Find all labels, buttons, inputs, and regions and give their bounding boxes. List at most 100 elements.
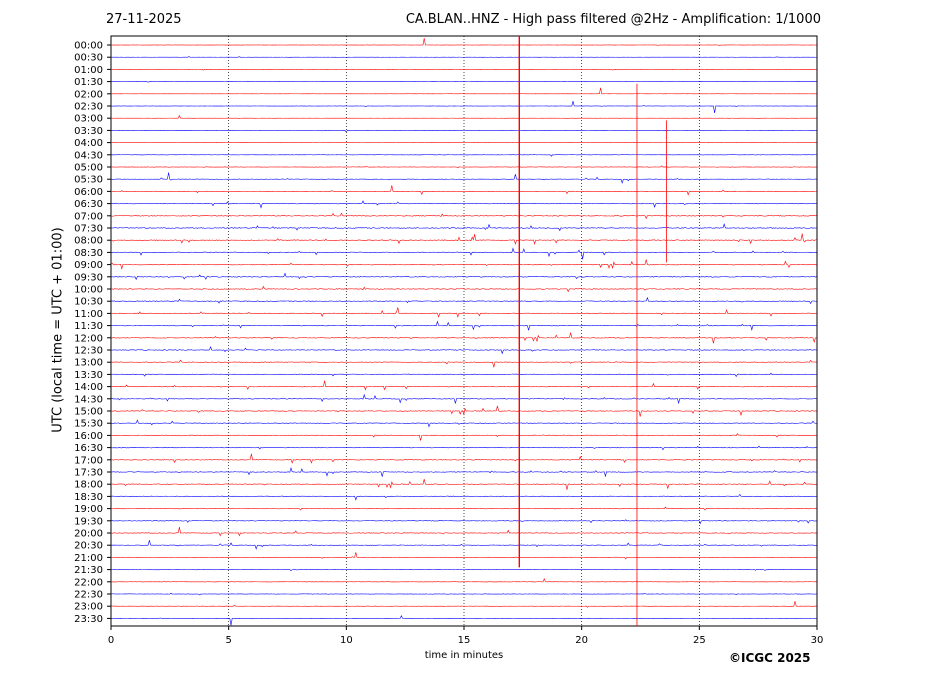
y-tick-label-0500: 05:00 — [74, 163, 103, 174]
trace-row-1330 — [110, 372, 817, 378]
y-tick-label-1030: 10:30 — [74, 297, 103, 308]
trace-row-0700 — [110, 212, 817, 220]
x-tick-label-25: 25 — [693, 635, 706, 646]
y-tick-label-1600: 16:00 — [74, 431, 103, 442]
y-tick-label-0700: 07:00 — [74, 211, 103, 222]
trace-row-1830 — [110, 493, 817, 501]
y-tick-label-2300: 23:00 — [74, 602, 103, 613]
trace-row-0500 — [110, 165, 817, 169]
x-tick-label-10: 10 — [340, 635, 353, 646]
trace-row-0230 — [110, 100, 817, 113]
trace-layer — [110, 38, 817, 626]
y-tick-label-2130: 21:30 — [74, 565, 103, 576]
trace-row-2130 — [110, 569, 817, 571]
y-tick-label-1100: 11:00 — [74, 309, 103, 320]
y-tick-label-1300: 13:00 — [74, 358, 103, 369]
y-tick-label-1800: 18:00 — [74, 480, 103, 491]
trace-row-0900 — [110, 259, 817, 271]
trace-row-0730 — [110, 223, 817, 232]
trace-row-1030 — [110, 296, 817, 305]
trace-row-1400 — [110, 380, 817, 391]
y-tick-label-0300: 03:00 — [74, 114, 103, 125]
trace-row-1100 — [110, 307, 817, 318]
trace-row-0800 — [110, 233, 817, 246]
trace-row-1930 — [110, 519, 817, 525]
y-tick-label-2000: 20:00 — [74, 529, 103, 540]
trace-row-0330 — [110, 130, 817, 133]
trace-row-1900 — [110, 506, 817, 511]
y-tick-label-0200: 02:00 — [74, 89, 103, 100]
y-tick-label-0800: 08:00 — [74, 236, 103, 247]
trace-row-1530 — [110, 419, 817, 428]
trace-row-1630 — [110, 445, 817, 451]
y-tick-label-0000: 00:00 — [74, 41, 103, 52]
y-tick-label-0030: 00:30 — [74, 53, 103, 64]
trace-row-0600 — [110, 185, 817, 196]
y-tick-label-1000: 10:00 — [74, 285, 103, 296]
trace-row-1230 — [110, 346, 817, 355]
x-axis-label: time in minutes — [424, 650, 504, 661]
y-tick-label-1930: 19:30 — [74, 516, 103, 527]
x-tick-label-0: 0 — [108, 635, 114, 646]
trace-row-1600 — [110, 433, 817, 441]
date-label: 27-11-2025 — [106, 12, 182, 27]
y-tick-label-1430: 14:30 — [74, 394, 103, 405]
trace-row-1130 — [110, 320, 817, 332]
y-tick-label-0430: 04:30 — [74, 150, 103, 161]
trace-row-0630 — [110, 200, 817, 209]
y-tick-label-1330: 13:30 — [74, 370, 103, 381]
y-tick-label-1630: 16:30 — [74, 443, 103, 454]
trace-row-2300 — [110, 601, 817, 608]
x-tick-label-15: 15 — [458, 635, 471, 646]
trace-row-0300 — [110, 114, 817, 120]
trace-row-0930 — [110, 272, 817, 281]
y-tick-label-1700: 17:00 — [74, 455, 103, 466]
trace-row-1700 — [110, 453, 817, 464]
trace-row-0100 — [110, 69, 817, 71]
y-tick-label-0900: 09:00 — [74, 260, 103, 271]
trace-row-2330 — [110, 615, 817, 626]
trace-row-2230 — [110, 592, 817, 596]
y-tick-label-1530: 15:30 — [74, 419, 103, 430]
y-tick-label-1730: 17:30 — [74, 468, 103, 479]
trace-row-2100 — [110, 552, 817, 560]
y-tick-label-1500: 15:00 — [74, 407, 103, 418]
y-tick-label-2100: 21:00 — [74, 553, 103, 564]
y-tick-label-0600: 06:00 — [74, 187, 103, 198]
trace-row-1800 — [110, 479, 817, 490]
x-tick-layer: 0 5 10 15 20 25 30 — [108, 626, 824, 646]
trace-row-1730 — [110, 466, 817, 478]
y-tick-label-1200: 12:00 — [74, 333, 103, 344]
y-tick-label-1400: 14:00 — [74, 382, 103, 393]
y-tick-label-2230: 22:30 — [74, 590, 103, 601]
y-tick-label-1830: 18:30 — [74, 492, 103, 503]
trace-row-0530 — [110, 172, 817, 184]
trace-row-1500 — [110, 405, 817, 417]
trace-row-1300 — [110, 359, 817, 368]
y-tick-label-2030: 20:30 — [74, 541, 103, 552]
trace-row-0430 — [110, 154, 817, 157]
spike-layer — [518, 36, 667, 626]
trace-row-2030 — [110, 540, 817, 550]
x-tick-label-30: 30 — [811, 635, 824, 646]
y-tick-label-0130: 01:30 — [74, 77, 103, 88]
grid-layer — [228, 36, 700, 626]
trace-row-1200 — [110, 332, 817, 344]
trace-row-0130 — [110, 81, 817, 83]
y-tick-label-0330: 03:30 — [74, 126, 103, 137]
y-tick-label-0530: 05:30 — [74, 175, 103, 186]
trace-row-0200 — [110, 87, 817, 95]
y-tick-label-0100: 01:00 — [74, 65, 103, 76]
y-tick-label-0730: 07:30 — [74, 224, 103, 235]
y-tick-label-0830: 08:30 — [74, 248, 103, 259]
x-tick-label-20: 20 — [575, 635, 588, 646]
copyright-label: ©ICGC 2025 — [729, 651, 811, 665]
y-tick-label-0230: 02:30 — [74, 102, 103, 113]
trace-row-0000 — [110, 38, 817, 47]
y-tick-label-0930: 09:30 — [74, 272, 103, 283]
y-tick-label-0400: 04:00 — [74, 138, 103, 149]
chart-title: CA.BLAN..HNZ - High pass filtered @2Hz -… — [405, 12, 821, 27]
